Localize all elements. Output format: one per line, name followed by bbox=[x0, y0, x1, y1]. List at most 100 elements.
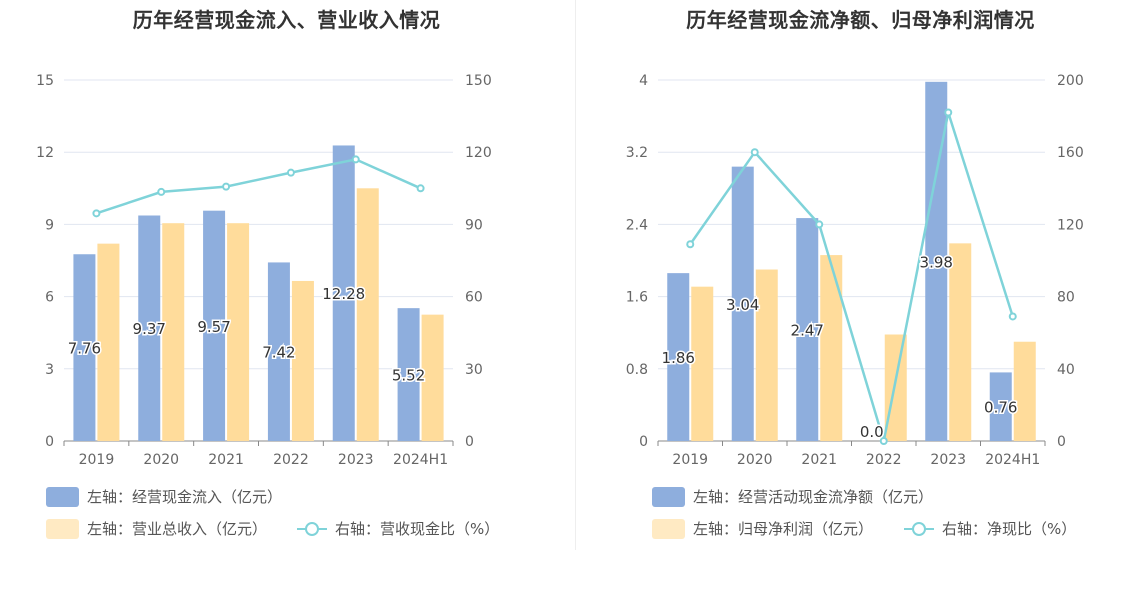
bar bbox=[667, 273, 690, 441]
bar bbox=[1013, 341, 1036, 441]
y-left-tick-label: 3 bbox=[45, 362, 54, 378]
panel-divider bbox=[575, 0, 576, 550]
y-right-tick-label: 0 bbox=[1057, 434, 1066, 450]
y-right-tick-label: 60 bbox=[465, 290, 483, 306]
y-right-tick-label: 120 bbox=[1057, 217, 1084, 233]
x-tick-label: 2019 bbox=[79, 452, 115, 468]
bar bbox=[397, 308, 420, 441]
legend-label: 左轴：营业总收入（亿元） bbox=[87, 520, 267, 538]
y-left-tick-label: 0 bbox=[639, 434, 648, 450]
bar bbox=[97, 243, 120, 441]
data-label: 0.76 bbox=[984, 399, 1017, 417]
data-label: 7.76 bbox=[68, 340, 101, 358]
line-point bbox=[157, 187, 166, 196]
legend-line-marker bbox=[305, 522, 319, 536]
x-tick-label: 2024H1 bbox=[393, 452, 448, 468]
line-point bbox=[879, 437, 888, 445]
x-tick-label: 2020 bbox=[737, 452, 773, 468]
y-right-tick-label: 150 bbox=[465, 73, 492, 89]
line-series bbox=[96, 158, 422, 215]
x-tick-label: 2023 bbox=[338, 452, 374, 468]
y-left-tick-label: 1.6 bbox=[626, 290, 648, 306]
y-right-tick-label: 90 bbox=[465, 217, 483, 233]
x-tick-label: 2023 bbox=[930, 452, 966, 468]
y-right-tick-label: 30 bbox=[465, 362, 483, 378]
bar bbox=[73, 254, 96, 441]
y-right-tick-label: 80 bbox=[1057, 290, 1075, 306]
line-point bbox=[92, 209, 101, 218]
chart-plot-area: 0 0 0.8 40 1.6 80 2.4 120 3.2 160 4 200 2019 2020 2021… bbox=[626, 73, 1084, 539]
data-label: 9.37 bbox=[133, 320, 166, 338]
y-left-tick-label: 15 bbox=[36, 73, 54, 89]
bar bbox=[138, 215, 161, 441]
data-label: 7.42 bbox=[262, 344, 295, 362]
bar bbox=[227, 223, 250, 441]
data-label: 5.52 bbox=[392, 367, 425, 385]
line-point bbox=[351, 155, 360, 164]
line-point bbox=[286, 168, 295, 177]
x-tick-label: 2019 bbox=[672, 452, 708, 468]
x-tick-label: 2020 bbox=[143, 452, 179, 468]
y-left-tick-label: 9 bbox=[45, 217, 54, 233]
legend-swatch bbox=[46, 519, 79, 539]
legend-label: 左轴：归母净利润（亿元） bbox=[693, 520, 873, 538]
y-right-tick-label: 200 bbox=[1057, 73, 1084, 89]
legend-label: 右轴：净现比（%） bbox=[942, 520, 1076, 538]
data-label: 1.86 bbox=[662, 349, 695, 367]
legend-line-marker bbox=[912, 522, 926, 536]
legend-swatch bbox=[652, 519, 685, 539]
chart-panel-net-cash-flow: 历年经营现金流净额、归母净利润情况 0 0 0.8 40 1.6 80 2.4 120 3.2 1… bbox=[574, 0, 1147, 589]
bar bbox=[820, 255, 843, 441]
x-tick-label: 2022 bbox=[273, 452, 309, 468]
y-left-tick-label: 2.4 bbox=[626, 217, 648, 233]
x-tick-label: 2021 bbox=[208, 452, 244, 468]
bar bbox=[989, 372, 1012, 441]
line-point bbox=[815, 220, 824, 229]
chart-title: 历年经营现金流净额、归母净利润情况 bbox=[686, 8, 1035, 32]
line-point bbox=[750, 148, 759, 157]
chart-title: 历年经营现金流入、营业收入情况 bbox=[132, 8, 441, 32]
data-label: 3.98 bbox=[920, 253, 953, 271]
bar bbox=[949, 243, 972, 441]
line-series bbox=[689, 112, 1014, 442]
chart-plot-area: 0 0 3 30 6 60 9 90 12 120 15 150 2019 2020 2021 2022 202… bbox=[36, 73, 499, 539]
bar bbox=[162, 223, 185, 441]
y-left-tick-label: 3.2 bbox=[626, 145, 648, 161]
data-label: 3.04 bbox=[726, 296, 759, 314]
y-left-tick-label: 4 bbox=[639, 73, 648, 89]
bar bbox=[356, 188, 379, 441]
legend-label: 左轴：经营活动现金流净额（亿元） bbox=[693, 488, 933, 506]
chart-panel-cash-inflow: 历年经营现金流入、营业收入情况 0 0 3 30 6 60 9 90 12 120 15 150 201… bbox=[0, 0, 573, 589]
y-left-tick-label: 0 bbox=[45, 434, 54, 450]
line-point bbox=[416, 184, 425, 193]
x-tick-label: 2024H1 bbox=[985, 452, 1040, 468]
y-left-tick-label: 6 bbox=[45, 290, 54, 306]
bar bbox=[755, 269, 778, 441]
data-label: 0.0 bbox=[860, 423, 884, 441]
data-label: 2.47 bbox=[791, 322, 824, 340]
y-right-tick-label: 120 bbox=[465, 145, 492, 161]
y-right-tick-label: 0 bbox=[465, 434, 474, 450]
bar bbox=[421, 314, 444, 441]
line-point bbox=[686, 240, 695, 249]
x-tick-label: 2022 bbox=[866, 452, 902, 468]
bar bbox=[203, 210, 226, 441]
x-tick-label: 2021 bbox=[801, 452, 837, 468]
y-right-tick-label: 160 bbox=[1057, 145, 1084, 161]
line-point bbox=[1008, 312, 1017, 321]
data-label: 9.57 bbox=[197, 318, 230, 336]
y-left-tick-label: 12 bbox=[36, 145, 54, 161]
line-point bbox=[222, 182, 231, 191]
y-right-tick-label: 40 bbox=[1057, 362, 1075, 378]
bar bbox=[291, 280, 314, 441]
legend-swatch bbox=[652, 487, 685, 507]
bar bbox=[796, 218, 819, 441]
legend-label: 右轴：营收现金比（%） bbox=[335, 520, 499, 538]
bar bbox=[925, 81, 948, 442]
y-left-tick-label: 0.8 bbox=[626, 362, 648, 378]
data-label: 12.28 bbox=[322, 285, 365, 303]
legend-swatch bbox=[46, 487, 79, 507]
bar bbox=[267, 262, 290, 441]
bar bbox=[332, 145, 355, 441]
line-point bbox=[944, 108, 953, 117]
